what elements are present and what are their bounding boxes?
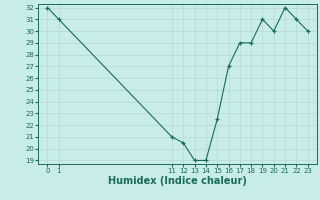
X-axis label: Humidex (Indice chaleur): Humidex (Indice chaleur) xyxy=(108,176,247,186)
